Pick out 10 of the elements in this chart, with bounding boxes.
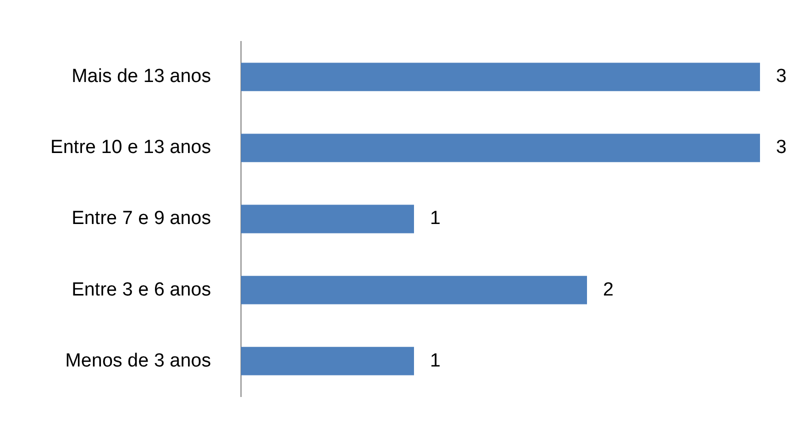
- y-tick-label: Entre 3 e 6 anos: [72, 279, 211, 300]
- data-label: 3: [776, 66, 787, 88]
- data-label: 2: [603, 279, 614, 300]
- data-label: 1: [430, 208, 441, 230]
- y-tick-label: Menos de 3 anos: [65, 350, 211, 372]
- y-tick-label: Mais de 13 anos: [72, 66, 211, 88]
- data-label: 3: [776, 137, 787, 158]
- y-tick-label: Entre 10 e 13 anos: [50, 137, 211, 158]
- data-label: 1: [430, 350, 441, 372]
- y-tick-label: Entre 7 e 9 anos: [72, 208, 211, 230]
